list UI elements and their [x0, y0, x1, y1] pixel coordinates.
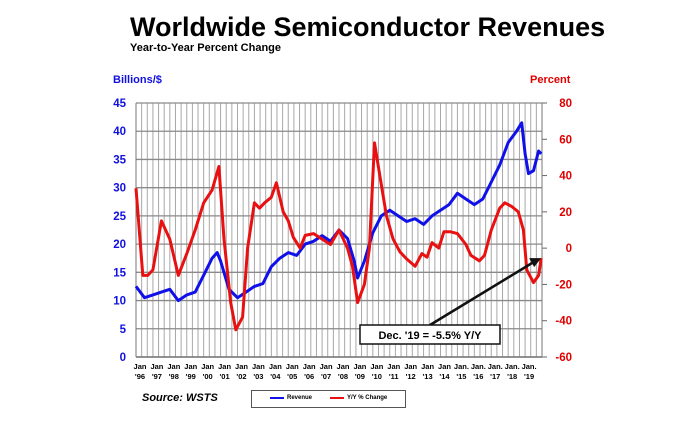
x-tick-label: Jan.	[454, 362, 469, 371]
legend-item-revenue: Revenue	[270, 395, 312, 401]
x-tick-label: '12	[406, 372, 416, 381]
x-tick-label: '00	[203, 372, 213, 381]
right-tick-label: 20	[559, 207, 572, 219]
x-tick-label: Jan	[134, 362, 147, 371]
left-tick-label: 10	[113, 296, 126, 308]
annotation-text: Dec. '19 = -5.5% Y/Y	[378, 330, 482, 342]
x-tick-label: '06	[304, 372, 314, 381]
right-tick-label: 40	[559, 171, 572, 183]
x-tick-label: '07	[321, 372, 331, 381]
x-tick-label: Jan	[303, 362, 316, 371]
right-tick-label: -40	[555, 316, 572, 328]
x-tick-label: Jan.	[522, 362, 537, 371]
left-tick-label: 20	[113, 239, 126, 251]
left-tick-label: 35	[113, 154, 126, 166]
right-tick-label: 0	[566, 243, 572, 255]
x-tick-label: Jan	[201, 362, 214, 371]
yoy-change-line	[134, 141, 543, 332]
left-tick-label: 25	[113, 211, 126, 223]
x-tick-label: '17	[490, 372, 500, 381]
x-tick-label: '02	[236, 372, 246, 381]
x-tick-label: '96	[135, 372, 145, 381]
x-tick-label: '11	[389, 372, 399, 381]
x-tick-label: Jan	[150, 362, 163, 371]
x-tick-label: '99	[186, 372, 196, 381]
x-tick-label: Jan	[320, 362, 333, 371]
x-tick-label: '04	[270, 372, 281, 381]
x-tick-label: Jan	[252, 362, 265, 371]
x-tick-label: '19	[524, 372, 534, 381]
x-tick-label: '18	[507, 372, 517, 381]
x-tick-label: Jan	[438, 362, 451, 371]
left-tick-label: 45	[113, 98, 126, 110]
annotation-arrowhead	[529, 258, 542, 268]
x-tick-label: '09	[355, 372, 365, 381]
x-tick-label: Jan	[167, 362, 180, 371]
legend-label: Revenue	[287, 395, 313, 401]
x-tick-label: '10	[372, 372, 382, 381]
x-tick-label: Jan	[286, 362, 299, 371]
x-tick-label: '08	[338, 372, 348, 381]
chart-title: Worldwide Semiconductor Revenues	[130, 12, 606, 42]
left-axis-label: Billions/$	[113, 74, 162, 86]
x-tick-label: '97	[152, 372, 162, 381]
chart-subtitle: Year-to-Year Percent Change	[130, 42, 282, 54]
x-tick-label: Jan	[387, 362, 400, 371]
x-tick-label: '05	[287, 372, 297, 381]
x-tick-label: Jan	[421, 362, 434, 371]
x-tick-label: Jan	[353, 362, 366, 371]
left-tick-label: 30	[113, 183, 126, 195]
legend-item-yoy: Y/Y % Change	[330, 395, 387, 401]
x-tick-label: '16	[473, 372, 483, 381]
annotation-arrow	[429, 260, 536, 327]
left-tick-label: 15	[113, 267, 126, 279]
left-tick-label: 0	[120, 352, 126, 364]
x-tick-label: '15	[456, 372, 466, 381]
x-tick-label: Jan	[404, 362, 417, 371]
x-tick-label: '03	[253, 372, 263, 381]
x-tick-label: Jan	[235, 362, 248, 371]
x-tick-label: Jan	[370, 362, 383, 371]
x-tick-label: '14	[439, 372, 450, 381]
left-tick-label: 5	[120, 324, 127, 336]
legend-swatch	[270, 397, 284, 399]
source-note: Source: WSTS	[142, 392, 218, 404]
revenue-line	[134, 121, 543, 303]
x-tick-label: '98	[169, 372, 179, 381]
left-tick-label: 40	[113, 126, 126, 138]
x-tick-label: Jan	[218, 362, 231, 371]
x-tick-label: Jan	[269, 362, 282, 371]
legend-label: Y/Y % Change	[347, 395, 388, 401]
right-tick-label: -60	[555, 352, 572, 364]
legend: Revenue Y/Y % Change	[251, 390, 406, 408]
legend-swatch	[330, 397, 344, 399]
x-tick-label: Jan.	[505, 362, 520, 371]
x-tick-label: Jan.	[471, 362, 486, 371]
right-axis-label: Percent	[530, 74, 571, 86]
x-tick-label: Jan	[184, 362, 197, 371]
x-tick-label: Jan.	[488, 362, 503, 371]
x-tick-label: Jan	[337, 362, 350, 371]
annotation-box	[359, 324, 501, 345]
right-tick-label: 60	[559, 134, 572, 146]
right-tick-label: 80	[559, 98, 572, 110]
right-tick-label: -20	[555, 279, 572, 291]
x-tick-label: '01	[220, 372, 230, 381]
x-tick-label: '13	[423, 372, 433, 381]
